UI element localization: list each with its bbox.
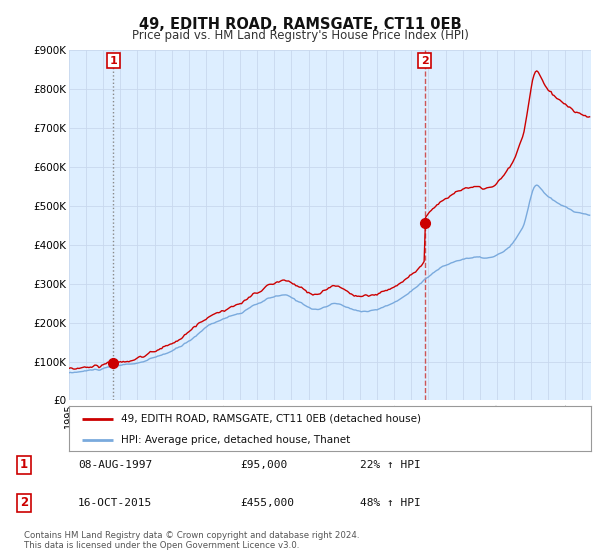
Text: 49, EDITH ROAD, RAMSGATE, CT11 0EB (detached house): 49, EDITH ROAD, RAMSGATE, CT11 0EB (deta… <box>121 413 421 423</box>
Text: 1: 1 <box>109 55 117 66</box>
Text: £95,000: £95,000 <box>240 460 287 470</box>
Text: £455,000: £455,000 <box>240 498 294 508</box>
Text: 49, EDITH ROAD, RAMSGATE, CT11 0EB: 49, EDITH ROAD, RAMSGATE, CT11 0EB <box>139 17 461 32</box>
Text: 2: 2 <box>421 55 428 66</box>
Text: HPI: Average price, detached house, Thanet: HPI: Average price, detached house, Than… <box>121 435 350 445</box>
Text: 08-AUG-1997: 08-AUG-1997 <box>78 460 152 470</box>
Text: 2: 2 <box>20 496 28 510</box>
Text: 48% ↑ HPI: 48% ↑ HPI <box>360 498 421 508</box>
Text: 16-OCT-2015: 16-OCT-2015 <box>78 498 152 508</box>
Text: 1: 1 <box>20 458 28 472</box>
Text: Contains HM Land Registry data © Crown copyright and database right 2024.
This d: Contains HM Land Registry data © Crown c… <box>24 530 359 550</box>
Text: Price paid vs. HM Land Registry's House Price Index (HPI): Price paid vs. HM Land Registry's House … <box>131 29 469 42</box>
Text: 22% ↑ HPI: 22% ↑ HPI <box>360 460 421 470</box>
